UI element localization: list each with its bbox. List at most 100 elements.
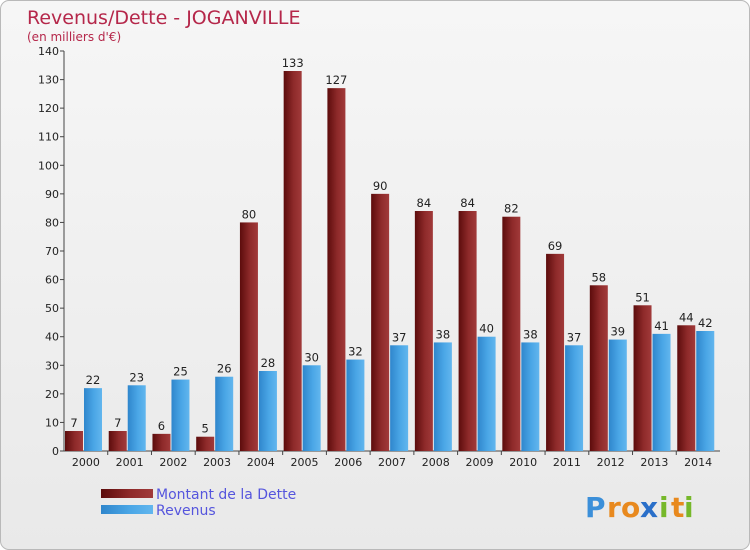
x-tick-label: 2009	[465, 456, 493, 469]
y-tick-label: 140	[38, 45, 59, 58]
chart-subtitle: (en milliers d'€)	[27, 30, 121, 44]
data-label-dette: 44	[679, 310, 694, 324]
legend-label-dette: Montant de la Dette	[156, 487, 296, 503]
data-label-revenus: 26	[217, 362, 232, 376]
bar-revenus	[521, 342, 540, 451]
logo-letter: x	[640, 491, 658, 524]
bar-dette	[152, 433, 171, 451]
data-label-dette: 133	[282, 56, 304, 70]
bar-dette	[502, 216, 521, 451]
data-label-dette: 7	[114, 416, 121, 430]
bar-revenus	[652, 333, 671, 451]
bar-dette	[327, 88, 346, 452]
y-tick-label: 40	[45, 331, 59, 344]
data-label-revenus: 28	[261, 356, 276, 370]
data-label-revenus: 37	[567, 330, 582, 344]
data-label-revenus: 32	[348, 345, 363, 359]
x-tick-label: 2002	[159, 456, 187, 469]
x-tick-label: 2012	[597, 456, 625, 469]
y-tick-label: 110	[38, 131, 59, 144]
data-label-dette: 127	[325, 73, 347, 87]
x-tick-label: 2013	[640, 456, 668, 469]
y-tick-label: 90	[45, 188, 59, 201]
legend-swatch-revenus	[101, 505, 153, 514]
bar-revenus	[346, 359, 365, 451]
data-label-revenus: 22	[86, 373, 101, 387]
data-label-dette: 5	[202, 422, 209, 436]
bar-revenus	[696, 331, 715, 451]
data-label-revenus: 23	[129, 370, 144, 384]
data-label-revenus: 40	[479, 322, 494, 336]
y-tick-label: 60	[45, 274, 59, 287]
data-label-revenus: 39	[610, 325, 625, 339]
data-label-revenus: 30	[304, 350, 319, 364]
y-tick-label: 80	[45, 216, 59, 229]
y-tick-label: 100	[38, 159, 59, 172]
bar-dette	[196, 436, 215, 451]
bar-revenus	[433, 342, 452, 451]
x-tick-label: 2006	[334, 456, 362, 469]
data-label-revenus: 25	[173, 365, 188, 379]
x-tick-label: 2011	[553, 456, 581, 469]
x-tick-label: 2010	[509, 456, 537, 469]
bar-revenus	[84, 388, 102, 451]
data-label-dette: 80	[242, 207, 257, 221]
y-tick-label: 130	[38, 74, 59, 87]
bar-revenus	[258, 371, 277, 451]
y-tick-label: 0	[52, 445, 59, 458]
bar-revenus	[477, 336, 496, 451]
data-label-dette: 58	[591, 270, 606, 284]
bar-dette	[458, 211, 477, 451]
bar-dette	[283, 71, 302, 451]
data-label-dette: 6	[158, 419, 165, 433]
bar-revenus	[171, 379, 190, 451]
chart-title: Revenus/Dette - JOGANVILLE	[27, 7, 300, 29]
data-label-revenus: 42	[698, 316, 713, 330]
bar-dette	[65, 431, 83, 451]
x-tick-label: 2001	[116, 456, 144, 469]
y-tick-label: 30	[45, 359, 59, 372]
bar-revenus	[565, 345, 584, 451]
bar-dette	[633, 305, 652, 451]
data-label-revenus: 37	[392, 330, 407, 344]
bar-dette	[677, 325, 696, 451]
bar-revenus	[127, 385, 146, 451]
data-label-revenus: 38	[523, 327, 538, 341]
y-tick-label: 120	[38, 102, 59, 115]
data-label-dette: 82	[504, 202, 519, 216]
x-tick-label: 2008	[422, 456, 450, 469]
legend-label-revenus: Revenus	[156, 503, 216, 519]
bar-dette	[414, 211, 433, 451]
bar-dette	[239, 222, 258, 451]
y-tick-label: 70	[45, 245, 59, 258]
logo-letter: r	[607, 491, 621, 524]
bar-revenus	[302, 365, 321, 451]
bar-revenus	[390, 345, 409, 451]
data-label-dette: 7	[70, 416, 77, 430]
x-tick-label: 2004	[247, 456, 275, 469]
data-label-dette: 84	[417, 196, 432, 210]
y-tick-label: 10	[45, 416, 59, 429]
data-label-dette: 51	[635, 290, 650, 304]
bar-revenus	[215, 376, 234, 451]
data-label-revenus: 38	[436, 327, 451, 341]
y-tick-label: 20	[45, 388, 59, 401]
data-label-dette: 69	[548, 239, 563, 253]
legend-swatch-dette	[101, 489, 153, 498]
x-tick-label: 2007	[378, 456, 406, 469]
bar-dette	[108, 431, 127, 451]
bar-dette	[546, 253, 565, 451]
y-tick-label: 50	[45, 302, 59, 315]
bar-dette	[589, 285, 608, 451]
data-label-revenus: 41	[654, 319, 669, 333]
logo-letter: o	[621, 491, 640, 524]
data-label-dette: 90	[373, 179, 388, 193]
bar-revenus	[608, 339, 627, 451]
x-tick-label: 2000	[72, 456, 100, 469]
logo-letter: i	[659, 491, 669, 524]
bar-dette	[371, 193, 390, 451]
